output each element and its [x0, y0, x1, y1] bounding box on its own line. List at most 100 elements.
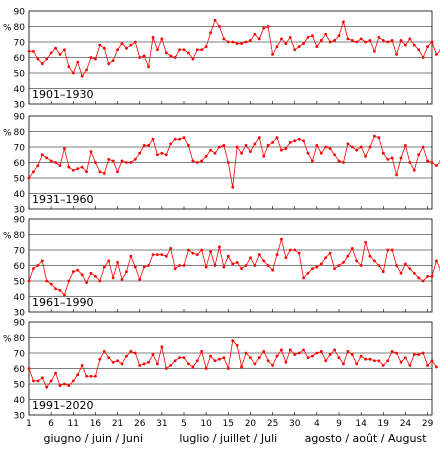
data-point [226, 367, 230, 370]
data-point [324, 145, 328, 149]
data-point [129, 161, 133, 164]
month-label: agosto / août / August [305, 432, 428, 445]
data-point [173, 267, 177, 270]
data-point [377, 35, 381, 39]
period-label: 1961–1990 [32, 296, 94, 309]
data-point [240, 151, 243, 155]
data-point [226, 161, 230, 164]
data-point [333, 267, 336, 270]
data-point [107, 259, 111, 263]
data-point [395, 351, 398, 355]
data-point [63, 293, 66, 297]
data-point [49, 159, 53, 163]
data-point [151, 353, 155, 356]
data-point [253, 142, 257, 146]
data-point [160, 253, 164, 257]
data-point [408, 37, 412, 41]
data-point [311, 267, 314, 270]
data-point [160, 151, 164, 155]
data-point [342, 261, 345, 264]
data-point [40, 376, 44, 380]
data-point [235, 261, 239, 264]
data-point [89, 150, 93, 154]
data-point [63, 147, 66, 150]
data-point [98, 357, 102, 361]
y-tick-label: 30 [14, 206, 26, 216]
data-point [328, 353, 332, 356]
data-point [129, 43, 133, 47]
y-tick-label: 90 [14, 216, 26, 226]
data-point [226, 254, 230, 258]
data-point [373, 134, 376, 138]
data-point [355, 40, 359, 44]
data-point [187, 51, 190, 55]
data-point [182, 264, 186, 267]
x-tick-label: 4 [314, 419, 320, 429]
data-point [195, 48, 199, 52]
data-point [54, 46, 57, 50]
data-point [102, 350, 106, 353]
data-point [435, 164, 438, 168]
data-point [368, 357, 372, 361]
data-point [381, 151, 385, 155]
data-point [200, 350, 204, 353]
data-point [426, 364, 429, 367]
x-tick-label: 20 [245, 419, 257, 429]
data-point [399, 271, 403, 275]
data-point [40, 259, 44, 263]
data-point [27, 49, 31, 53]
data-point [182, 356, 186, 360]
data-point [421, 56, 425, 59]
data-point [381, 39, 385, 42]
data-point [45, 279, 49, 283]
data-point [222, 144, 226, 147]
data-point [120, 278, 124, 281]
data-point [32, 49, 35, 53]
data-point [98, 43, 102, 47]
data-point [350, 247, 354, 250]
data-point [209, 250, 212, 253]
data-point [63, 382, 66, 386]
data-point [284, 360, 288, 364]
data-point [284, 147, 288, 150]
data-point [178, 264, 181, 267]
panel-2: 30 40 50 60 70 80 90% 1931–1960 [3, 113, 440, 216]
x-tick-label: 14 [355, 419, 367, 429]
data-point [342, 20, 345, 24]
data-point [120, 42, 124, 45]
data-point [359, 354, 363, 358]
x-tick-label: 11 [68, 419, 79, 429]
data-point [200, 48, 204, 52]
data-point [45, 57, 49, 61]
data-point [275, 136, 279, 140]
data-point [235, 343, 239, 347]
data-point [271, 140, 274, 144]
data-point [178, 48, 181, 52]
data-point [408, 161, 412, 164]
data-point [80, 165, 84, 169]
data-point [173, 359, 177, 363]
data-point [373, 259, 376, 263]
x-tick-label: 25 [267, 419, 278, 429]
data-point [191, 57, 195, 61]
data-point [266, 144, 270, 147]
data-point [377, 359, 381, 363]
y-tick-label: 40 [14, 396, 26, 406]
data-point [76, 60, 80, 64]
y-unit-label: % [3, 24, 12, 34]
data-point [213, 151, 217, 155]
panel-frame [28, 218, 433, 313]
data-point [328, 40, 332, 44]
data-point [346, 350, 350, 353]
data-point [275, 354, 279, 358]
data-point [412, 43, 416, 47]
data-point [94, 374, 97, 378]
data-point [306, 35, 310, 39]
data-point [333, 348, 336, 352]
data-point [297, 351, 301, 355]
data-point [430, 161, 434, 164]
data-point [80, 273, 84, 277]
y-unit-label: % [3, 129, 12, 139]
x-tick-label: 10 [200, 419, 212, 429]
data-point [164, 153, 168, 157]
